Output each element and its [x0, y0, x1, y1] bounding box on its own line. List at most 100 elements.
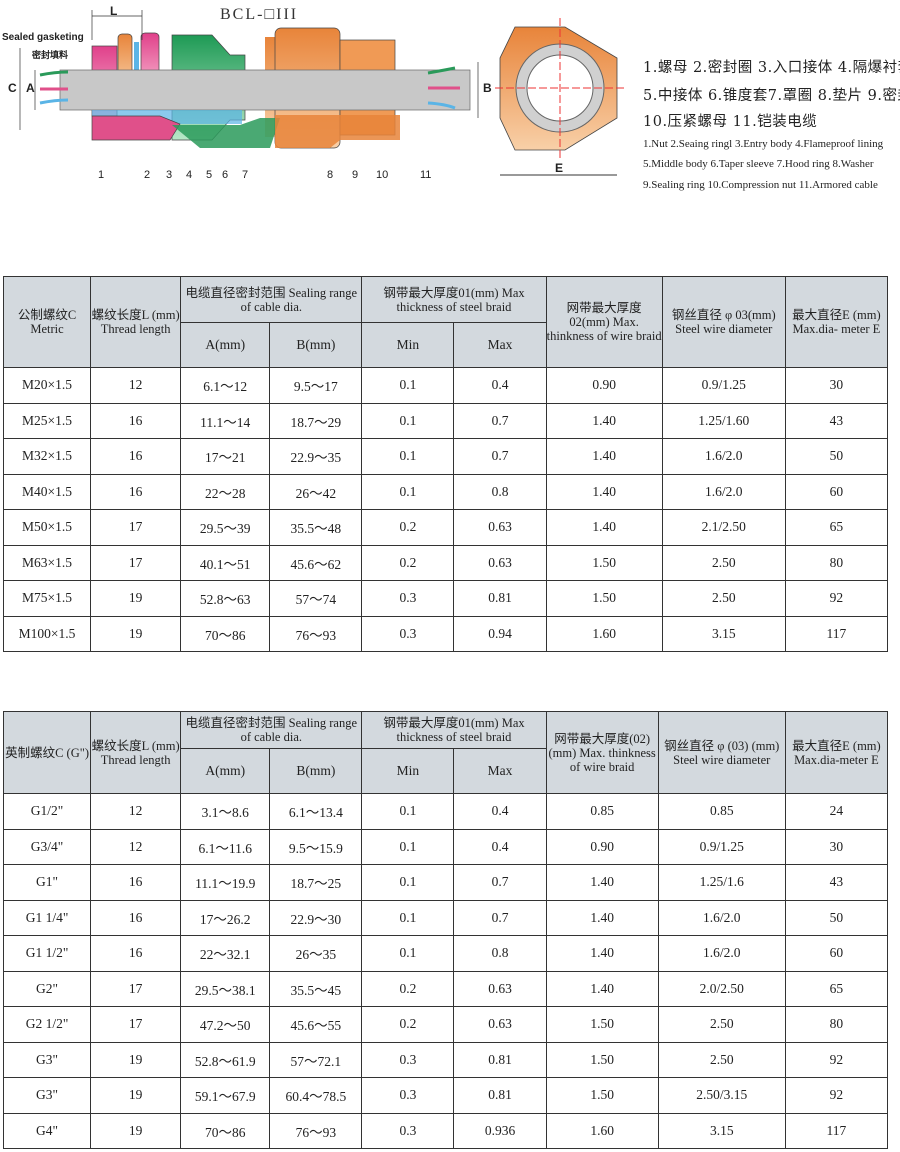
table-cell: 12 [90, 793, 182, 830]
svg-text:10: 10 [376, 169, 388, 181]
table-cell: 0.7 [453, 402, 547, 439]
table-cell: 29.5～39 [180, 509, 271, 546]
table-cell: 1.40 [545, 864, 659, 901]
table-cell: 0.4 [453, 367, 547, 404]
table-cell: 22.9～35 [269, 438, 363, 475]
table-cell: 1.40 [545, 402, 663, 439]
table-cell: G1 1/2" [2, 935, 92, 972]
table-cell: G4" [2, 1112, 92, 1149]
header-length: 螺纹长度L (mm) Thread length [90, 711, 182, 794]
table-cell: 60.4～78.5 [269, 1077, 363, 1114]
table-cell: 0.3 [361, 1077, 455, 1114]
dim-label-A: A [26, 81, 35, 95]
header-max: Max [453, 748, 547, 794]
table-cell: 16 [90, 402, 182, 439]
table-cell: 0.7 [453, 864, 547, 901]
gland-end-view [495, 18, 625, 176]
table-cell: 1.40 [545, 970, 659, 1007]
header-b: B(mm) [269, 748, 363, 794]
table-cell: 0.4 [453, 828, 547, 865]
table-cell: 35.5～48 [269, 509, 363, 546]
gland-side-view [19, 10, 479, 149]
table-cell: 2.0/2.50 [657, 970, 786, 1007]
table-cell: G2 1/2" [2, 1006, 92, 1043]
legend-zh-line: 10.压紧螺母 11.铠装电缆 [643, 114, 818, 130]
table-cell: 2.1/2.50 [661, 509, 786, 546]
header-thread: 英制螺纹C (G") [2, 711, 92, 794]
part-number-labels: 1 2 3 4 5 6 7 8 9 10 11 [98, 169, 431, 181]
table-cell: 0.2 [361, 509, 455, 546]
table-cell: 57～74 [269, 580, 363, 617]
table-cell: 17 [90, 970, 182, 1007]
table-cell: 0.1 [361, 402, 455, 439]
model-title: BCL-□III [220, 6, 299, 23]
table-row: M20×1.5 12 6.1～12 9.5～17 0.1 0.4 0.90 0.9/1.25 3… [2, 367, 889, 404]
table-cell: 1.6/2.0 [657, 935, 786, 972]
table-cell: 0.81 [453, 1077, 547, 1114]
table-cell: 0.1 [361, 367, 455, 404]
table-cell: 47.2～50 [180, 1006, 271, 1043]
table-cell: 0.63 [453, 1006, 547, 1043]
table-cell: 11.1～14 [180, 402, 271, 439]
table-cell: 65 [784, 509, 889, 546]
table-cell: 6.1～12 [180, 367, 271, 404]
table-cell: 0.1 [361, 899, 455, 936]
table-cell: 40.1～51 [180, 544, 271, 581]
table-cell: 92 [784, 1041, 889, 1078]
table-cell: 0.3 [361, 1112, 455, 1149]
table-cell: 0.1 [361, 935, 455, 972]
table-row: M100×1.5 19 70～86 76～93 0.3 0.94 1.60 3.15 117 [2, 615, 889, 652]
table-cell: 0.94 [453, 615, 547, 652]
table-cell: 0.90 [545, 828, 659, 865]
legend-zh-line: 5.中接体 6.锥度套7.罩圈 8.垫片 9.密封圈 [643, 88, 900, 104]
table-cell: 1.6/2.0 [661, 473, 786, 510]
legend-en-line: 1.Nut 2.Seaing ringl 3.Entry body 4.Flam… [643, 138, 884, 150]
table-cell: 92 [784, 1077, 889, 1114]
table-cell: 35.5～45 [269, 970, 363, 1007]
dim-label-E: E [555, 161, 563, 175]
table-cell: 26～42 [269, 473, 363, 510]
table-cell: 0.63 [453, 544, 547, 581]
svg-text:11: 11 [420, 169, 431, 181]
table-cell: 57～72.1 [269, 1041, 363, 1078]
table-cell: 26～35 [269, 935, 363, 972]
table-cell: 12 [90, 367, 182, 404]
table-cell: 0.90 [545, 367, 663, 404]
table-cell: 0.1 [361, 864, 455, 901]
table-cell: 1.50 [545, 544, 663, 581]
table-cell: 0.85 [545, 793, 659, 830]
table-cell: 76～93 [269, 615, 363, 652]
table-cell: 92 [784, 580, 889, 617]
table-cell: 1.50 [545, 1006, 659, 1043]
table-cell: G1/2" [2, 793, 92, 830]
table-cell: 3.1～8.6 [180, 793, 271, 830]
table-cell: 16 [90, 438, 182, 475]
table-cell: 117 [784, 615, 889, 652]
header-length: 螺纹长度L (mm) Thread length [90, 276, 182, 368]
table-cell: 52.8～61.9 [180, 1041, 271, 1078]
header-min: Min [361, 322, 455, 368]
table-cell: 1.40 [545, 473, 663, 510]
table-cell: 1.40 [545, 935, 659, 972]
legend-en-line: 9.Sealing ring 10.Compression nut 11.Arm… [643, 179, 878, 191]
table-cell: 9.5～15.9 [269, 828, 363, 865]
header-max: Max [453, 322, 547, 368]
table-cell: M20×1.5 [2, 367, 92, 404]
table-row: G1/2" 12 3.1～8.6 6.1～13.4 0.1 0.4 0.85 0.85 24 [2, 793, 889, 830]
table-row: M75×1.5 19 52.8～63 57～74 0.3 0.81 1.50 2.50 92 [2, 580, 889, 617]
table-cell: 3.15 [657, 1112, 786, 1149]
header-max-diameter: 最大直径E (mm) Max.dia-meter E [784, 711, 889, 794]
legend-zh-line: 1.螺母 2.密封圈 3.入口接体 4.隔爆衬套 [643, 60, 900, 76]
header-steel-braid: 钢带最大厚度01(mm) Max thickness of steel brai… [361, 276, 547, 323]
table-row: M50×1.5 17 29.5～39 35.5～48 0.2 0.63 1.40 2.1/2.… [2, 509, 889, 546]
table-cell: G3" [2, 1077, 92, 1114]
table-cell: 1.50 [545, 1077, 659, 1114]
table-cell: 0.7 [453, 899, 547, 936]
table-cell: 0.936 [453, 1112, 547, 1149]
table-row: G4" 19 70～86 76～93 0.3 0.936 1.60 3.15 117 [2, 1112, 889, 1149]
table-cell: G3" [2, 1041, 92, 1078]
table-cell: 0.1 [361, 793, 455, 830]
table-cell: 17 [90, 509, 182, 546]
table-cell: 1.40 [545, 509, 663, 546]
table-cell: 18.7～25 [269, 864, 363, 901]
